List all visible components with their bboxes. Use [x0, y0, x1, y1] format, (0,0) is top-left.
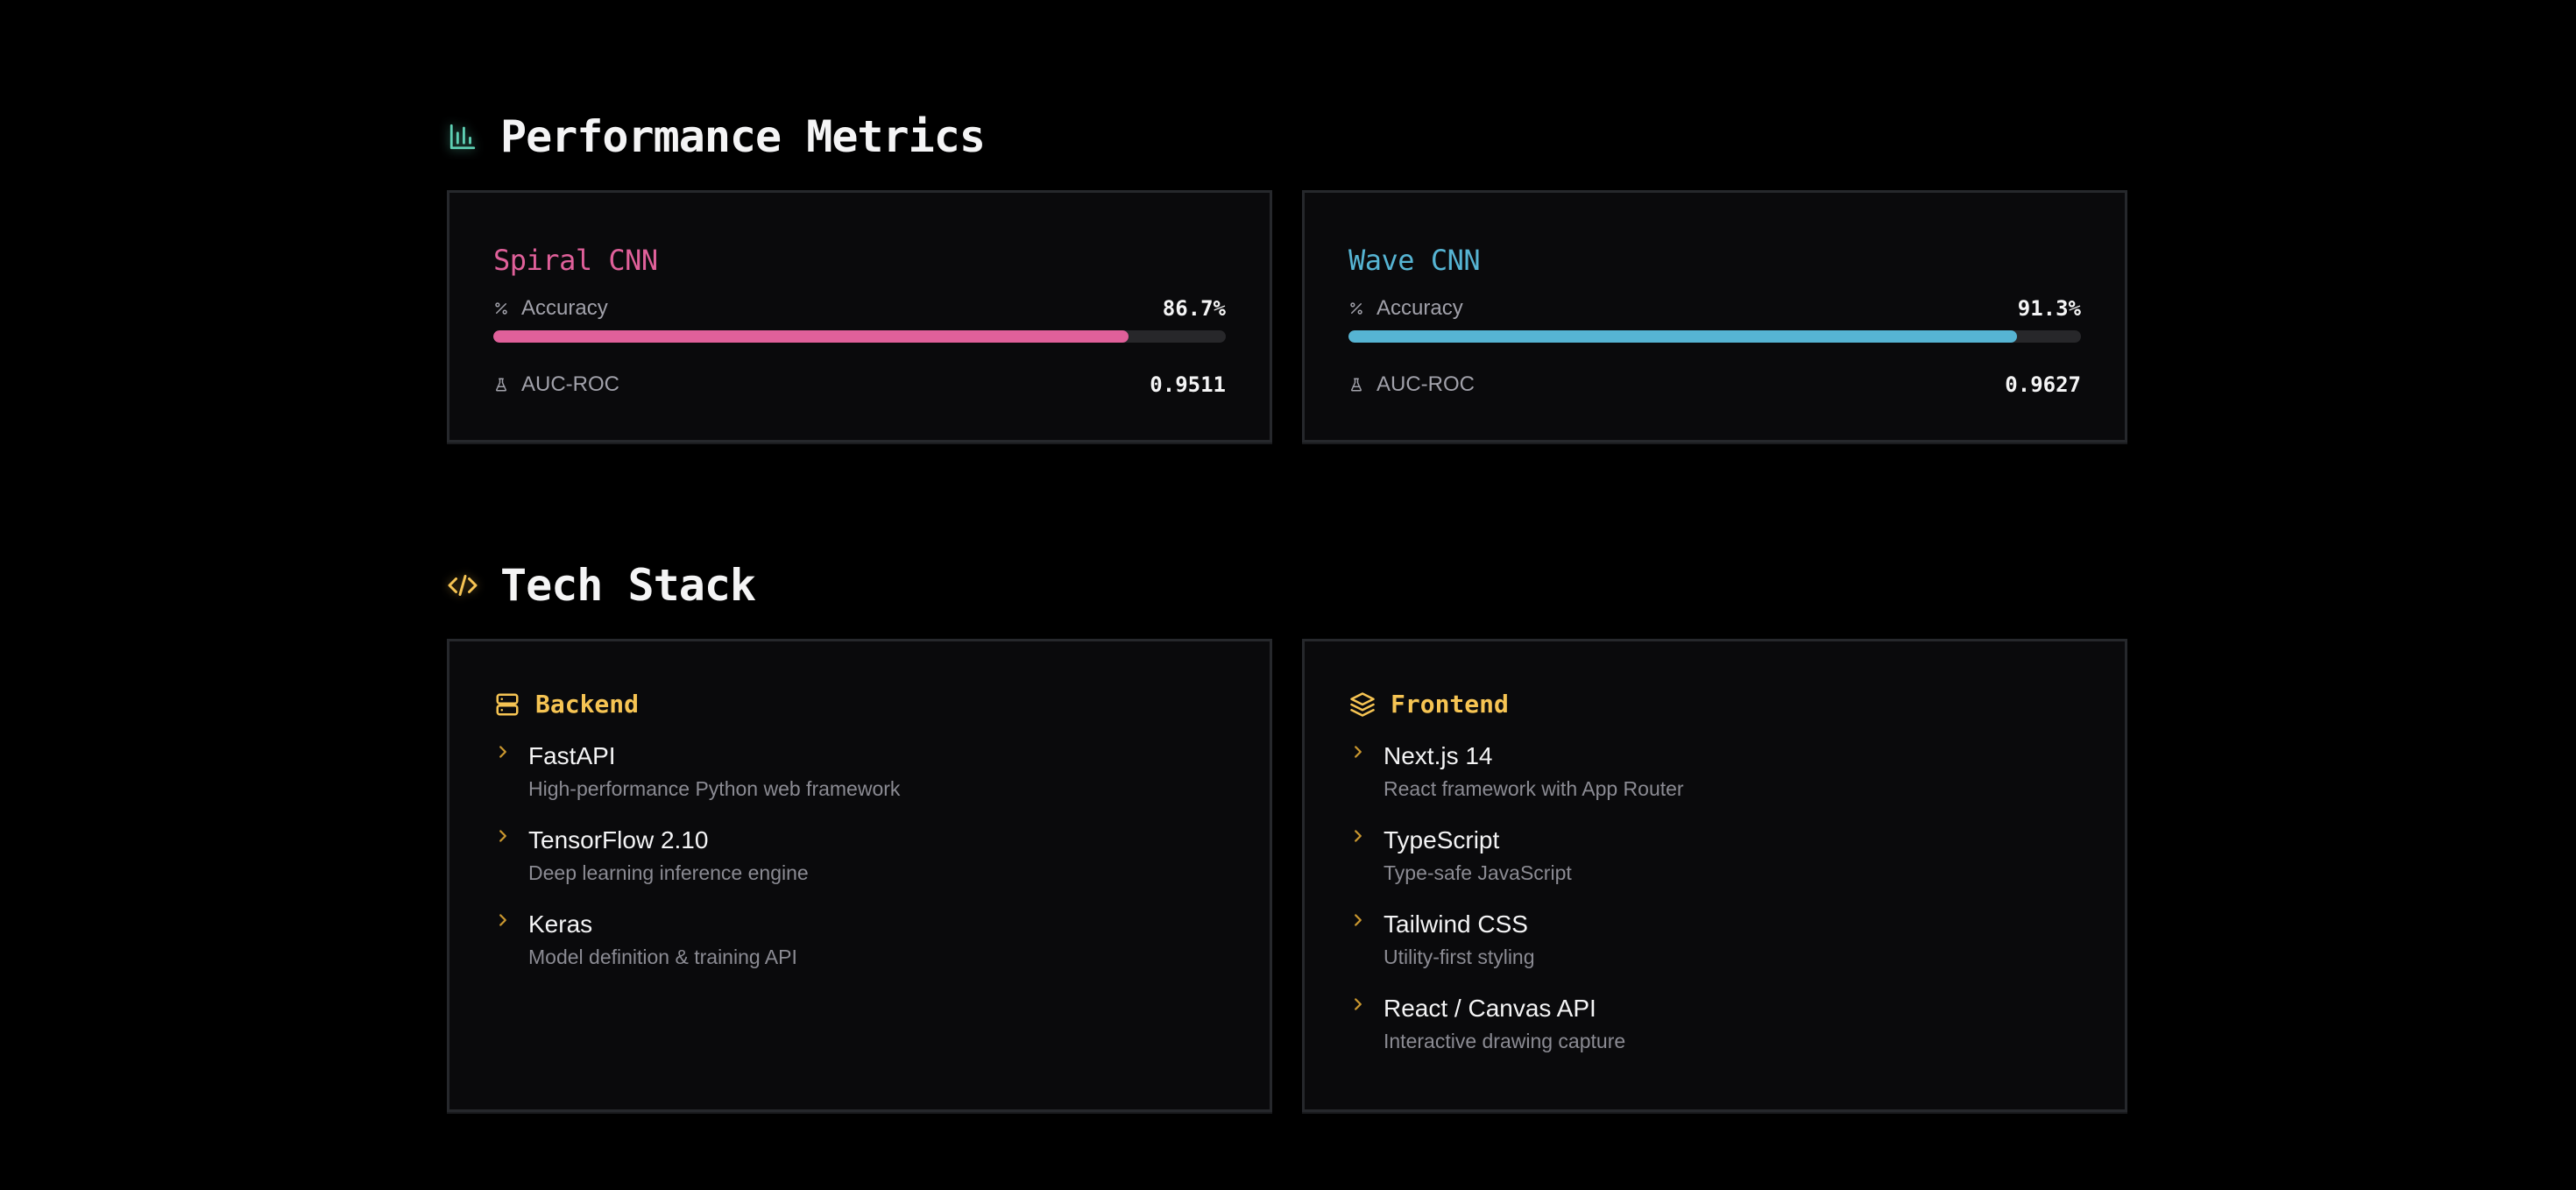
auc-value: 0.9511 — [1150, 372, 1226, 397]
item-name: Next.js 14 — [1384, 742, 1493, 769]
code-icon — [447, 570, 478, 601]
accuracy-row: Accuracy 86.7% — [493, 295, 1226, 322]
frontend-label: Frontend — [1391, 690, 1509, 719]
server-icon — [493, 691, 521, 719]
model-name: Wave CNN — [1348, 244, 1481, 277]
item-name: FastAPI — [528, 742, 616, 769]
layers-icon — [1348, 691, 1376, 719]
chevron-right-icon — [499, 746, 506, 758]
frontend-card: Frontend Next.js 14 React framework with… — [1302, 639, 2127, 1112]
item-name: Tailwind CSS — [1384, 910, 1528, 938]
frontend-list: Next.js 14 React framework with App Rout… — [1348, 740, 2081, 1076]
accuracy-value: 91.3% — [2017, 296, 2081, 321]
list-item: FastAPI High-performance Python web fram… — [493, 740, 1226, 824]
percent-icon — [493, 301, 513, 316]
item-description: Interactive drawing capture — [1384, 1030, 1626, 1052]
list-item: React / Canvas API Interactive drawing c… — [1348, 992, 2081, 1076]
item-description: React framework with App Router — [1384, 777, 1684, 800]
item-name: TensorFlow 2.10 — [528, 826, 709, 854]
percent-icon — [1348, 301, 1368, 316]
chevron-right-icon — [1355, 914, 1362, 926]
chevron-right-icon — [1355, 998, 1362, 1010]
section-title: Tech Stack — [500, 560, 756, 611]
accuracy-label: Accuracy — [521, 296, 608, 320]
flask-icon — [1348, 376, 1368, 393]
chevron-right-icon — [499, 830, 506, 842]
auc-label: AUC-ROC — [521, 372, 619, 396]
chevron-right-icon — [1355, 830, 1362, 842]
item-name: TypeScript — [1384, 826, 1500, 854]
item-name: React / Canvas API — [1384, 995, 1596, 1022]
auc-label: AUC-ROC — [1376, 372, 1475, 396]
list-item: TypeScript Type-safe JavaScript — [1348, 824, 2081, 908]
auc-row: AUC-ROC 0.9627 — [1348, 372, 2081, 398]
flask-icon — [493, 376, 513, 393]
performance-metrics-header: Performance Metrics — [447, 111, 986, 162]
item-description: Utility-first styling — [1384, 946, 1535, 968]
section-title: Performance Metrics — [500, 111, 986, 162]
auc-value: 0.9627 — [2005, 372, 2081, 397]
item-name: Keras — [528, 910, 593, 938]
backend-header: Backend — [493, 690, 639, 719]
accuracy-value: 86.7% — [1162, 296, 1226, 321]
bar-chart-icon — [447, 121, 478, 152]
list-item: Keras Model definition & training API — [493, 908, 1226, 992]
tech-stack-header: Tech Stack — [447, 560, 756, 611]
list-item: Next.js 14 React framework with App Rout… — [1348, 740, 2081, 824]
item-description: High-performance Python web framework — [528, 777, 901, 800]
accuracy-progress-fill — [1348, 330, 2018, 343]
model-name: Spiral CNN — [493, 244, 658, 277]
model-card-wave: Wave CNN Accuracy 91.3% AUC-ROC 0.9627 — [1302, 190, 2127, 443]
backend-card: Backend FastAPI High-performance Python … — [447, 639, 1272, 1112]
chevron-right-icon — [499, 914, 506, 926]
model-card-spiral: Spiral CNN Accuracy 86.7% AUC-ROC 0.9511 — [447, 190, 1272, 443]
item-description: Type-safe JavaScript — [1384, 861, 1572, 884]
item-description: Deep learning inference engine — [528, 861, 809, 884]
frontend-header: Frontend — [1348, 690, 1509, 719]
item-description: Model definition & training API — [528, 946, 797, 968]
accuracy-progress-fill — [493, 330, 1129, 343]
list-item: TensorFlow 2.10 Deep learning inference … — [493, 824, 1226, 908]
auc-row: AUC-ROC 0.9511 — [493, 372, 1226, 398]
chevron-right-icon — [1355, 746, 1362, 758]
accuracy-progress-bar — [493, 330, 1226, 343]
accuracy-label: Accuracy — [1376, 296, 1463, 320]
accuracy-row: Accuracy 91.3% — [1348, 295, 2081, 322]
accuracy-progress-bar — [1348, 330, 2081, 343]
list-item: Tailwind CSS Utility-first styling — [1348, 908, 2081, 992]
backend-label: Backend — [535, 690, 640, 719]
backend-list: FastAPI High-performance Python web fram… — [493, 740, 1226, 992]
